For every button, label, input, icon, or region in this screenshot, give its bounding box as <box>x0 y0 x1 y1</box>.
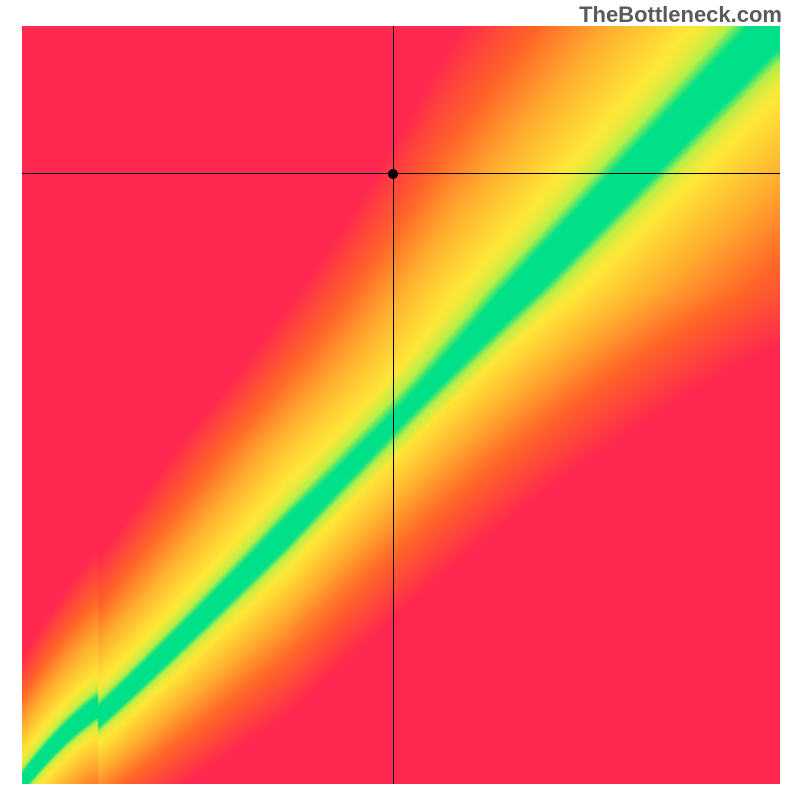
crosshair-horizontal <box>22 173 780 174</box>
watermark-text: TheBottleneck.com <box>579 2 782 28</box>
chart-container: TheBottleneck.com <box>0 0 800 800</box>
crosshair-vertical <box>393 26 394 784</box>
heatmap-canvas <box>22 26 780 784</box>
